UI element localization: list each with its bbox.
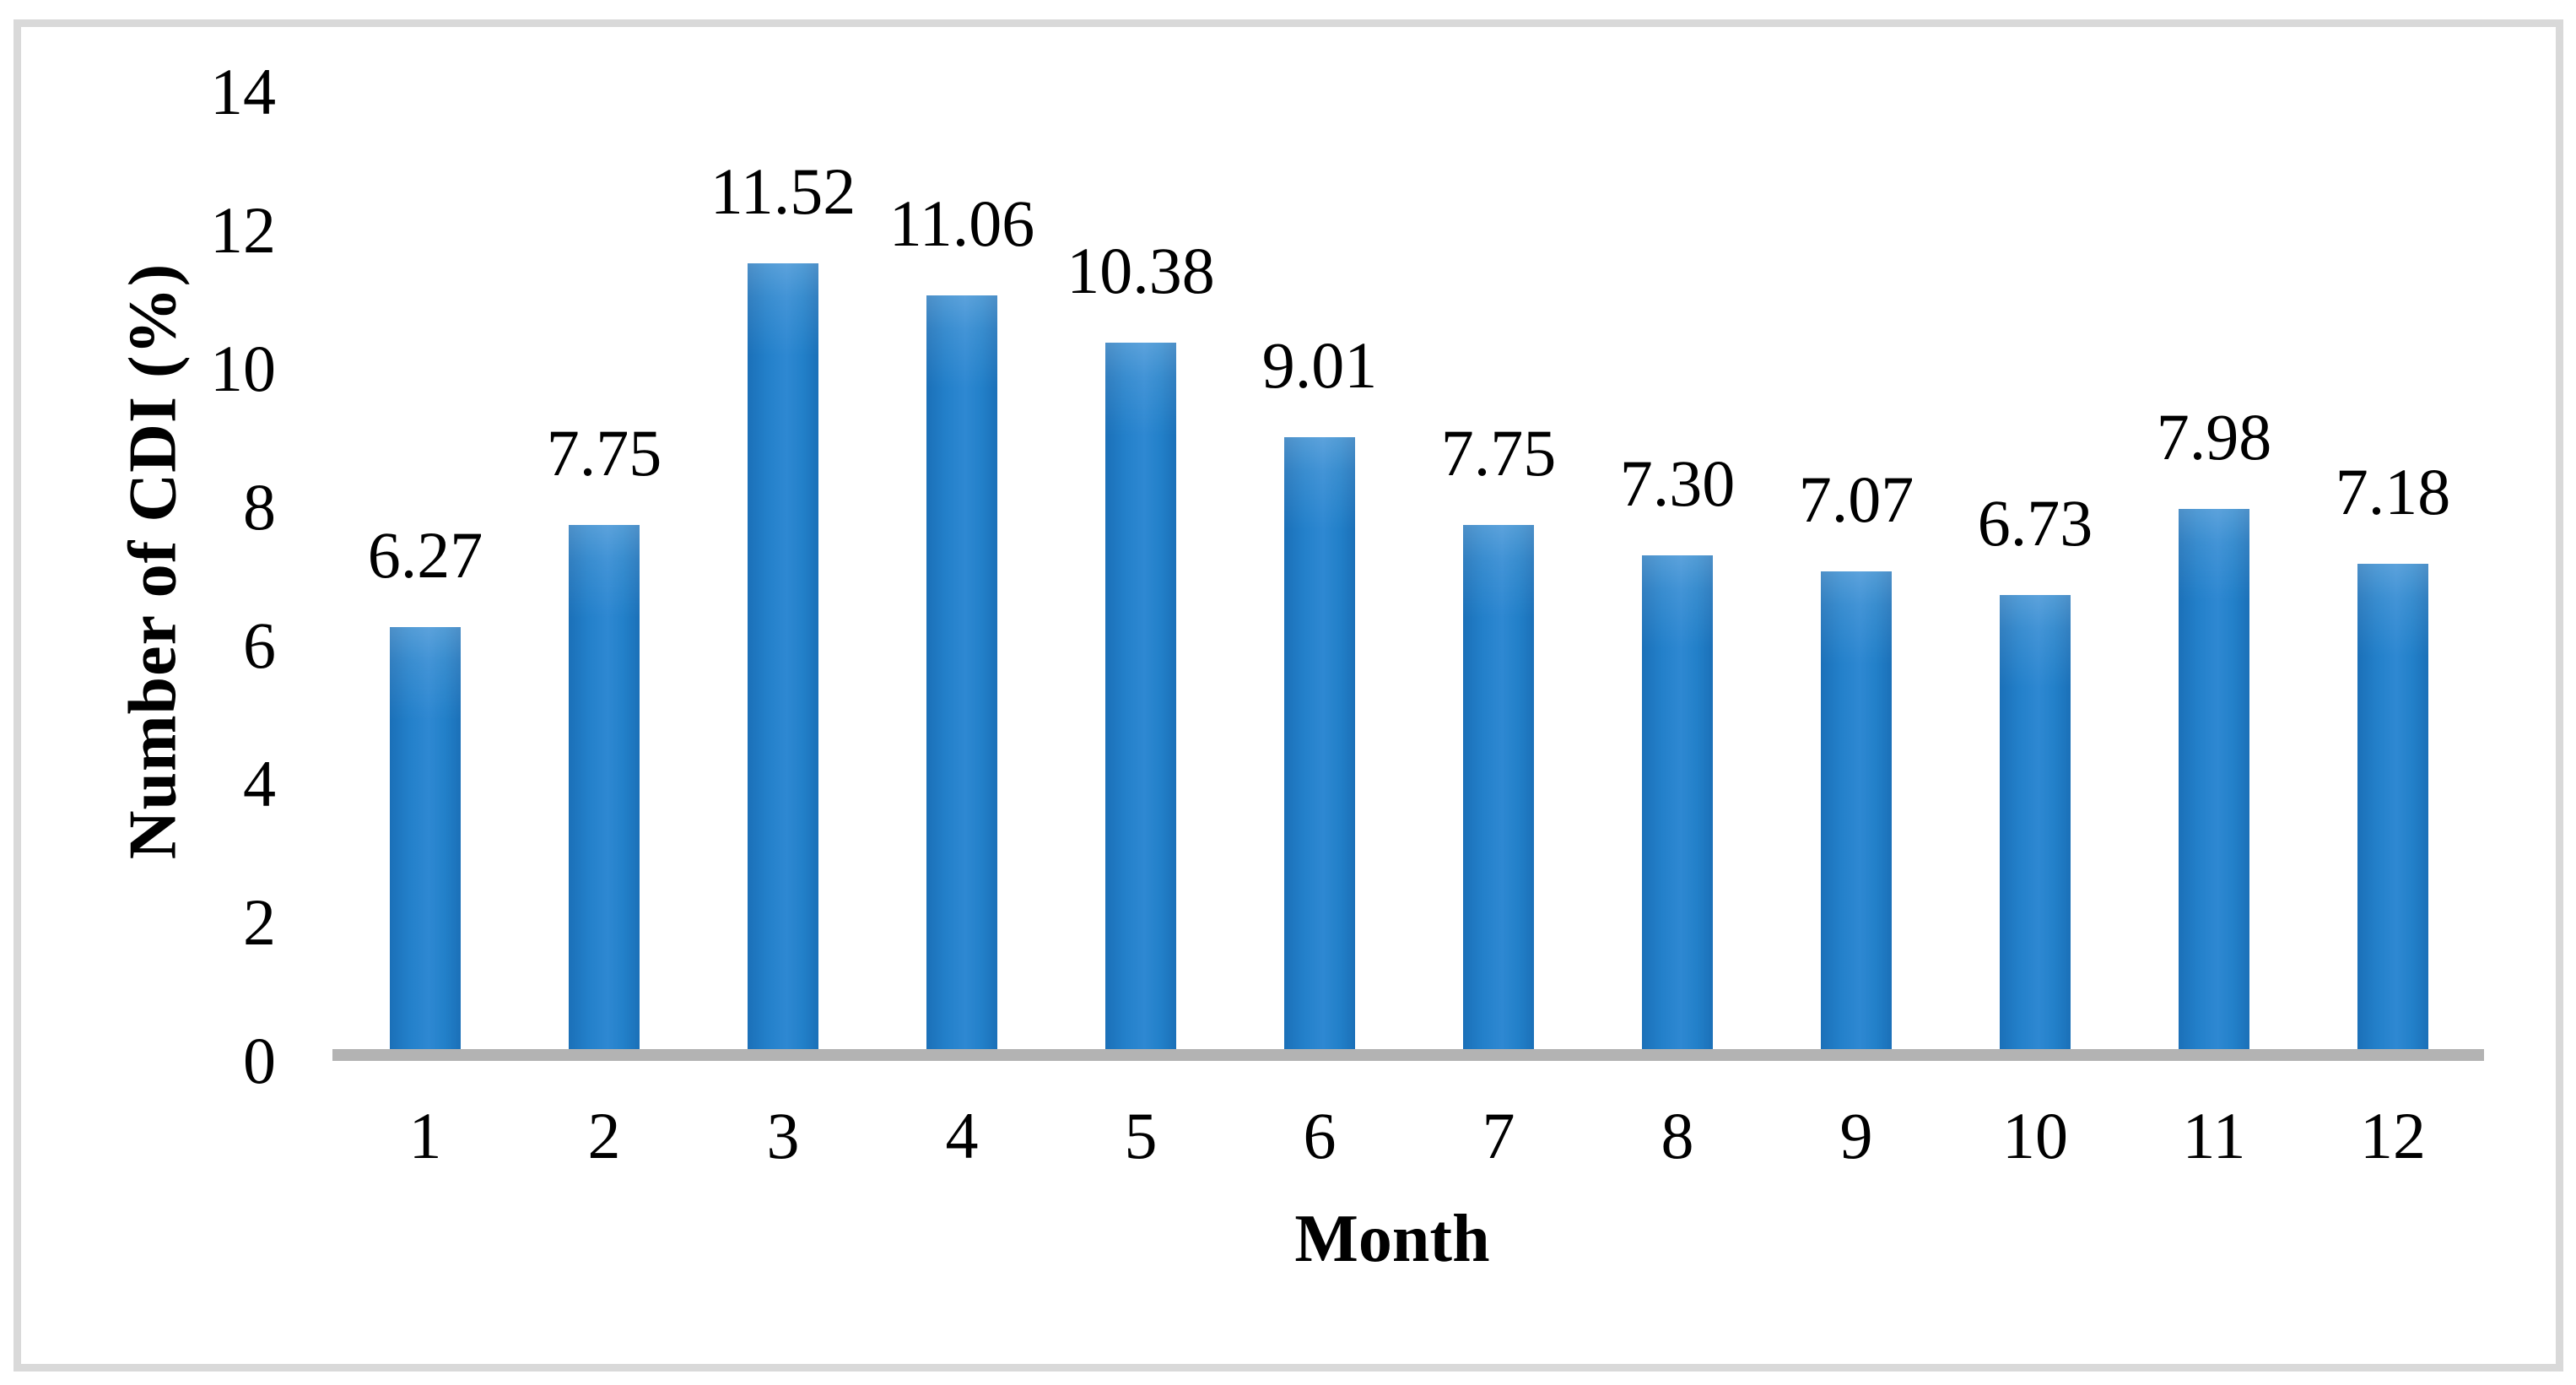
bar-month-7 — [1463, 524, 1534, 1061]
bar-month-1 — [390, 626, 461, 1061]
y-tick-label: 2 — [243, 885, 276, 959]
value-label: 10.38 — [1067, 233, 1215, 307]
bar-month-6 — [1284, 437, 1355, 1061]
x-tick-label: 7 — [1482, 1099, 1515, 1172]
x-tick-label: 12 — [2360, 1099, 2426, 1172]
x-tick-label: 5 — [1124, 1099, 1158, 1172]
value-label: 6.27 — [367, 517, 483, 592]
x-axis-line — [332, 1049, 2484, 1061]
y-tick-label: 10 — [210, 332, 276, 405]
value-label: 11.06 — [888, 187, 1035, 261]
x-tick-label: 4 — [945, 1099, 979, 1172]
y-tick-label: 8 — [243, 470, 276, 544]
bar-month-4 — [926, 295, 997, 1061]
value-label: 7.30 — [1619, 446, 1736, 521]
x-tick-label: 1 — [408, 1099, 442, 1172]
bar-month-8 — [1642, 555, 1713, 1061]
value-label: 7.75 — [1440, 415, 1557, 490]
value-label: 11.52 — [710, 154, 856, 229]
x-axis-title: Month — [1294, 1202, 1490, 1276]
bar-month-3 — [748, 263, 818, 1061]
bar-month-11 — [2179, 508, 2249, 1061]
value-label: 7.75 — [546, 415, 662, 490]
value-label: 7.18 — [2335, 455, 2451, 529]
y-tick-label: 12 — [210, 193, 276, 267]
x-tick-label: 8 — [1661, 1099, 1694, 1172]
value-label: 9.01 — [1261, 328, 1378, 403]
y-tick-label: 4 — [243, 747, 276, 820]
x-tick-label: 2 — [587, 1099, 621, 1172]
bar-month-9 — [1821, 571, 1892, 1061]
value-label: 6.73 — [1977, 486, 2093, 560]
value-label: 7.07 — [1798, 463, 1914, 537]
y-tick-label: 14 — [210, 55, 276, 128]
y-tick-label: 0 — [243, 1024, 276, 1097]
bar-month-12 — [2357, 564, 2428, 1061]
bar-month-2 — [569, 524, 640, 1061]
x-tick-label: 6 — [1303, 1099, 1337, 1172]
x-tick-label: 10 — [2002, 1099, 2068, 1172]
value-label: 7.98 — [2156, 399, 2272, 473]
x-tick-label: 11 — [2182, 1099, 2246, 1172]
x-tick-label: 3 — [766, 1099, 800, 1172]
bar-month-5 — [1105, 342, 1176, 1061]
y-tick-label: 6 — [243, 609, 276, 682]
bar-month-10 — [2000, 595, 2071, 1061]
x-tick-label: 9 — [1839, 1099, 1873, 1172]
